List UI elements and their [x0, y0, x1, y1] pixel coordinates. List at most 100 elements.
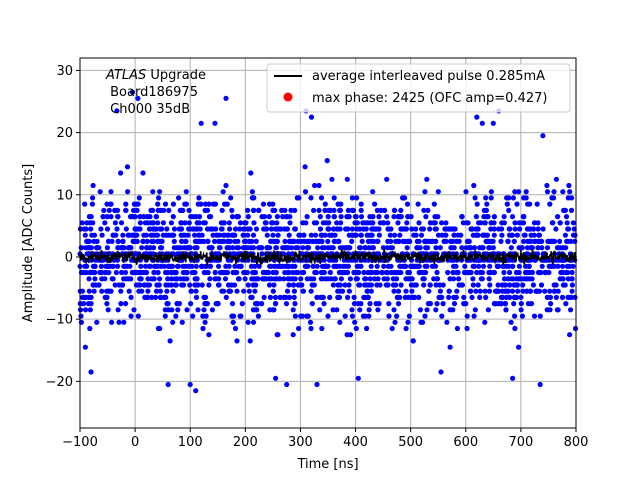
scatter-point — [360, 220, 366, 226]
scatter-point — [403, 288, 409, 294]
scatter-point — [178, 207, 184, 213]
scatter-point — [368, 288, 374, 294]
scatter-point — [150, 238, 156, 244]
scatter-point-outlier — [314, 381, 320, 388]
scatter-point — [277, 276, 283, 282]
scatter-point — [209, 307, 215, 313]
scatter-point — [267, 263, 273, 269]
scatter-point — [234, 245, 240, 251]
scatter-point — [338, 220, 344, 226]
scatter-point — [284, 288, 291, 294]
scatter-point — [101, 207, 107, 213]
scatter-point — [175, 263, 181, 269]
scatter-point — [499, 232, 505, 238]
scatter-point-outlier — [212, 120, 218, 126]
scatter-point — [338, 214, 344, 220]
scatter-point — [96, 245, 102, 251]
scatter-point — [535, 226, 541, 232]
scatter-point — [479, 276, 485, 282]
scatter-point — [525, 226, 531, 232]
scatter-point-outlier — [490, 120, 496, 126]
scatter-point — [162, 201, 169, 207]
scatter-point — [456, 238, 462, 244]
scatter-point — [236, 276, 242, 282]
scatter-point — [346, 288, 352, 294]
scatter-point — [385, 269, 391, 276]
scatter-point — [247, 338, 253, 344]
scatter-point — [437, 288, 443, 294]
scatter-point — [368, 263, 374, 269]
scatter-point — [283, 301, 290, 307]
scatter-point — [125, 189, 131, 195]
scatter-point — [250, 232, 257, 238]
scatter-point — [295, 238, 301, 244]
scatter-point — [223, 294, 229, 300]
scatter-point — [435, 214, 441, 220]
scatter-point — [201, 220, 207, 226]
scatter-point — [202, 207, 208, 213]
scatter-point — [521, 238, 527, 244]
scatter-point — [564, 238, 570, 244]
scatter-point — [555, 263, 561, 269]
scatter-point — [444, 319, 450, 325]
scatter-point — [384, 176, 390, 182]
scatter-point — [179, 238, 185, 244]
scatter-point — [336, 269, 342, 276]
scatter-point — [302, 189, 309, 195]
scatter-point — [475, 282, 481, 288]
scatter-point — [123, 207, 129, 213]
scatter-point — [539, 263, 545, 269]
scatter-point — [405, 269, 411, 276]
scatter-point — [375, 307, 381, 313]
scatter-point — [100, 214, 106, 220]
scatter-point — [501, 214, 507, 220]
scatter-point — [268, 226, 274, 232]
scatter-point — [112, 282, 118, 288]
scatter-point — [366, 232, 373, 238]
scatter-point — [447, 344, 453, 350]
scatter-point — [433, 245, 439, 251]
scatter-point — [551, 189, 557, 195]
scatter-point — [362, 245, 368, 251]
scatter-point — [484, 214, 490, 220]
scatter-point — [402, 294, 408, 300]
scatter-point — [325, 214, 331, 220]
scatter-point — [253, 226, 260, 232]
scatter-point — [157, 325, 163, 332]
scatter-point — [378, 207, 384, 213]
scatter-point — [435, 232, 442, 238]
annotation-atlas: ATLAS — [105, 68, 146, 83]
scatter-point — [168, 282, 175, 288]
scatter-point — [481, 207, 487, 213]
scatter-point — [196, 195, 202, 201]
scatter-point — [104, 214, 110, 220]
scatter-point — [241, 288, 247, 294]
scatter-point — [157, 189, 163, 195]
x-tick-label: 500 — [398, 435, 423, 450]
scatter-point — [206, 332, 212, 338]
scatter-point — [518, 307, 524, 313]
scatter-point — [118, 301, 124, 307]
scatter-point — [534, 201, 540, 207]
scatter-point — [394, 313, 400, 319]
scatter-point — [470, 276, 476, 282]
scatter-point — [155, 238, 161, 244]
scatter-point — [349, 313, 356, 319]
scatter-point — [319, 325, 325, 332]
scatter-point — [421, 269, 427, 276]
scatter-point — [427, 282, 433, 288]
y-tick-label: −20 — [46, 375, 73, 390]
scatter-point — [142, 269, 148, 276]
scatter-point — [439, 220, 445, 226]
scatter-point — [559, 294, 566, 300]
scatter-point — [566, 263, 573, 269]
scatter-point — [459, 214, 465, 220]
scatter-point — [499, 288, 505, 294]
scatter-point — [435, 189, 441, 195]
scatter-point — [252, 288, 258, 294]
scatter-point — [322, 201, 328, 207]
scatter-point — [469, 226, 475, 232]
scatter-point — [176, 195, 182, 201]
scatter-point — [491, 232, 497, 238]
scatter-point — [407, 238, 413, 244]
